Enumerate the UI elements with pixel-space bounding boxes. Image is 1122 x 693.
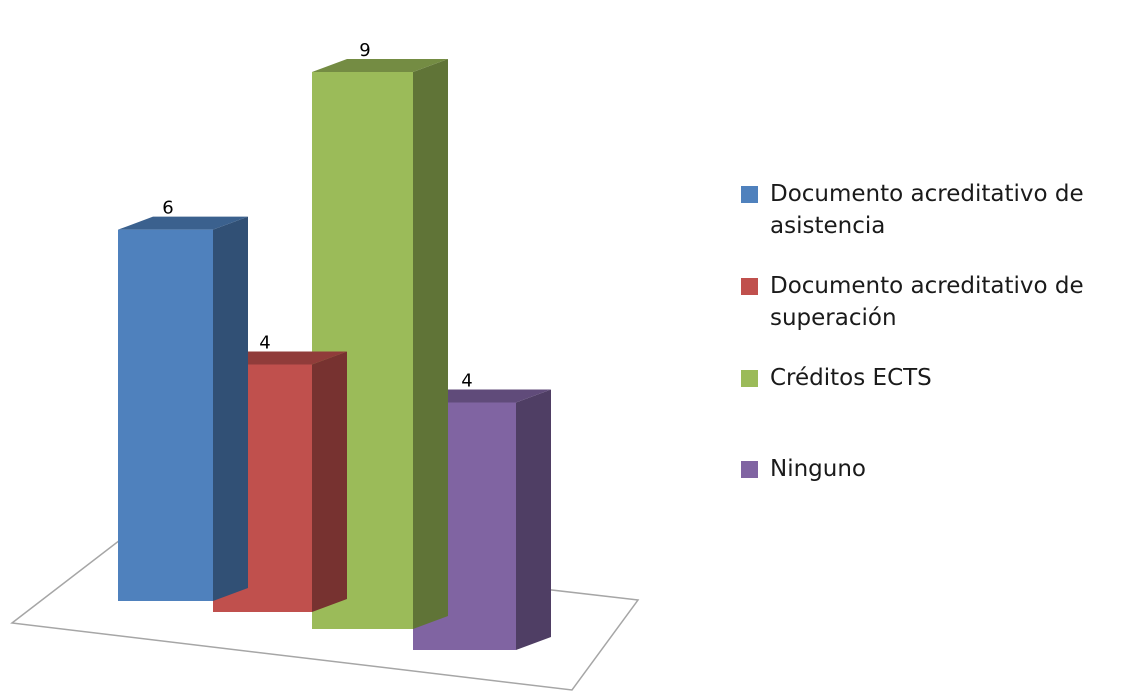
legend-swatch-creditos — [741, 370, 758, 387]
bar-side-3 — [413, 59, 448, 629]
bar-side-2 — [312, 351, 347, 612]
data-label-3: 9 — [359, 40, 370, 61]
bar-1 — [118, 216, 248, 601]
legend-swatch-ninguno — [741, 461, 758, 478]
data-labels-layer: 4 9 4 6 — [162, 40, 472, 391]
bars-layer — [118, 59, 551, 650]
chart-floor — [10, 539, 640, 691]
legend-swatch-superacion — [741, 278, 758, 295]
legend-item-ninguno: Ninguno — [738, 453, 1118, 493]
legend-label-superacion: Documento acreditativo de superación — [770, 273, 1084, 331]
data-label-4: 4 — [461, 370, 472, 391]
bar-top-3 — [312, 59, 448, 72]
data-label-1: 6 — [162, 198, 173, 219]
legend-swatch-asistencia — [741, 186, 758, 203]
legend-label-creditos: Créditos ECTS — [770, 365, 932, 391]
legend: Documento acreditativo de asistencia Doc… — [738, 178, 1118, 493]
legend-label-asistencia: Documento acreditativo de asistencia — [770, 181, 1084, 239]
legend-label-ninguno: Ninguno — [770, 456, 866, 482]
legend-item-asistencia: Documento acreditativo de asistencia — [738, 178, 1118, 270]
bar-top-1 — [118, 216, 248, 230]
bar-side-1 — [213, 216, 248, 601]
data-label-2: 4 — [259, 332, 270, 353]
bar-front-1 — [118, 229, 213, 601]
legend-item-creditos: Créditos ECTS — [738, 362, 1118, 453]
bar-side-4 — [516, 389, 551, 650]
legend-item-superacion: Documento acreditativo de superación — [738, 270, 1118, 362]
